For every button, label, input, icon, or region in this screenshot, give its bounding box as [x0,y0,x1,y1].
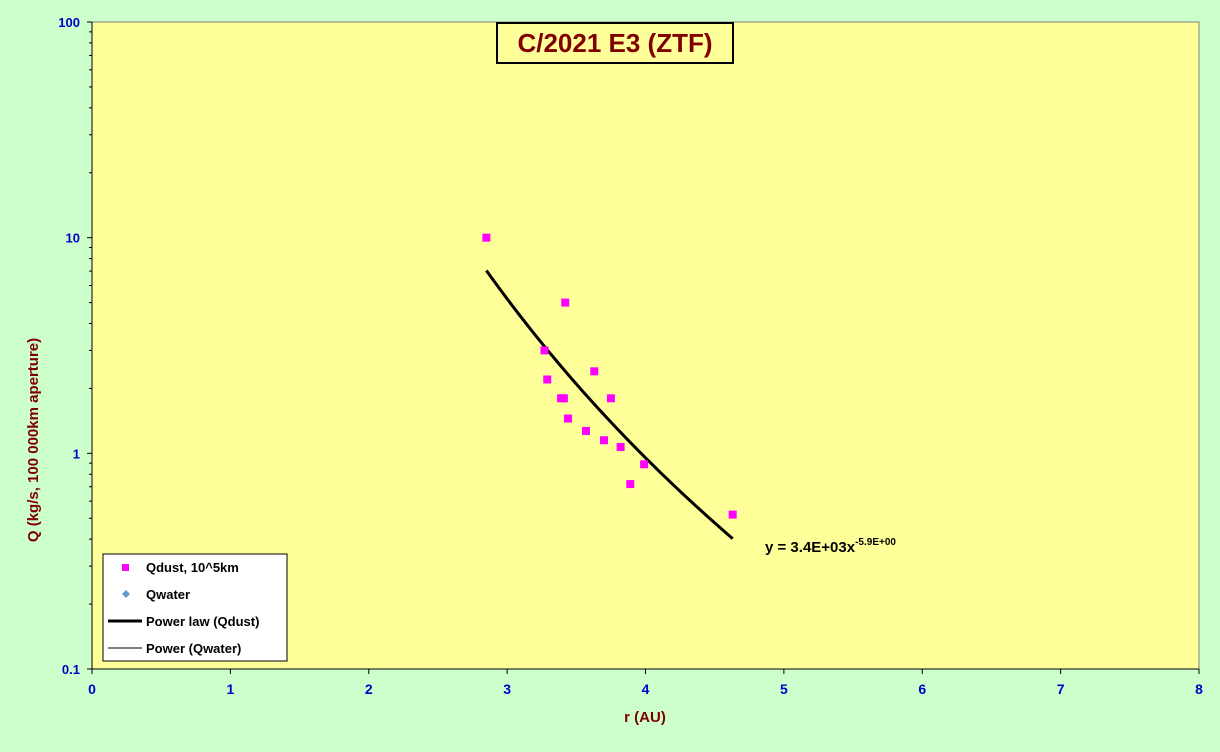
data-point-qdust [599,436,608,445]
data-point-qdust [561,298,570,307]
points-layer [482,233,737,519]
legend-label-power-water: Power (Qwater) [146,641,241,656]
legend-label-qwater: Qwater [146,587,190,602]
y-tick-label: 0.1 [62,662,80,677]
data-point-qdust [606,394,615,403]
data-point-qdust [626,480,635,489]
x-tick-label: 6 [918,681,926,697]
fit-layer [485,269,734,540]
x-tick-label: 1 [226,681,234,697]
fit-curve-qdust [485,269,734,540]
data-point-qdust [543,375,552,384]
data-point-qdust [582,426,590,435]
legend-marker-qdust [122,564,129,571]
x-tick-label: 5 [780,681,788,697]
x-axis-title: r (AU) [624,709,666,726]
data-point-qdust [728,510,737,519]
x-tick-label: 7 [1057,681,1065,697]
y-tick-label: 1 [73,446,80,461]
data-point-qdust [559,394,568,403]
x-axis: 0 1 2 3 4 5 6 7 8 [88,668,1203,697]
x-tick-label: 3 [503,681,511,697]
legend-label-qdust: Qdust, 10^5km [146,560,239,575]
y-tick-label: 100 [58,15,80,30]
y-axis-title: Q (kg/s, 100 000km aperture) [25,338,42,542]
data-point-qdust [590,367,599,376]
x-tick-label: 8 [1195,681,1203,697]
chart-title: C/2021 E3 (ZTF) [517,28,712,58]
legend: Qdust, 10^5km Qwater Power law (Qdust) P… [102,553,288,662]
chart-title-box [496,22,734,64]
legend-label-power-dust: Power law (Qdust) [146,614,259,629]
legend-marker-qwater [122,590,130,598]
x-tick-label: 2 [365,681,373,697]
data-point-qdust [640,460,649,469]
x-tick-label: 0 [88,681,96,697]
fit-equation-exponent: -5.9E+00 [855,537,896,548]
fit-equation-main: y = 3.4E+03x [765,539,856,556]
y-tick-label: 10 [66,231,80,246]
data-point-qdust [482,233,491,242]
data-point-qdust [564,414,573,423]
data-point-qdust [616,443,625,451]
x-tick-label: 4 [642,681,650,697]
legend-box [102,553,288,662]
fit-equation: y = 3.4E+03x-5.9E+00 [765,537,896,556]
data-point-qdust [540,346,549,355]
y-axis: 0.1 1 10 100 [58,15,93,677]
